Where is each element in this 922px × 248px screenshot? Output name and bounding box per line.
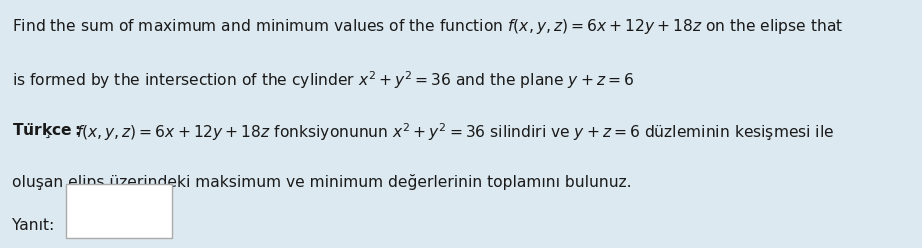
Text: Find the sum of maximum and minimum values of the function $f(x, y, z) = 6x + 12: Find the sum of maximum and minimum valu…	[12, 17, 844, 36]
Text: Yanıt:: Yanıt:	[12, 218, 54, 233]
Text: oluşan elips üzerindeki maksimum ve minimum değerlerinin toplamını bulunuz.: oluşan elips üzerindeki maksimum ve mini…	[12, 174, 632, 190]
Text: is formed by the intersection of the cylinder $x^2 + y^2 = 36$ and the plane $y : is formed by the intersection of the cyl…	[12, 69, 634, 91]
Text: $\mathbf{T\ddot{u}rk\c{c}e:}$: $\mathbf{T\ddot{u}rk\c{c}e:}$	[12, 122, 81, 141]
Text: $f(x, y, z) = 6x + 12y + 18z$ fonksiyonunun $x^2 + y^2 = 36$ silindiri ve $y + z: $f(x, y, z) = 6x + 12y + 18z$ fonksiyonu…	[76, 122, 833, 143]
FancyBboxPatch shape	[66, 184, 172, 238]
